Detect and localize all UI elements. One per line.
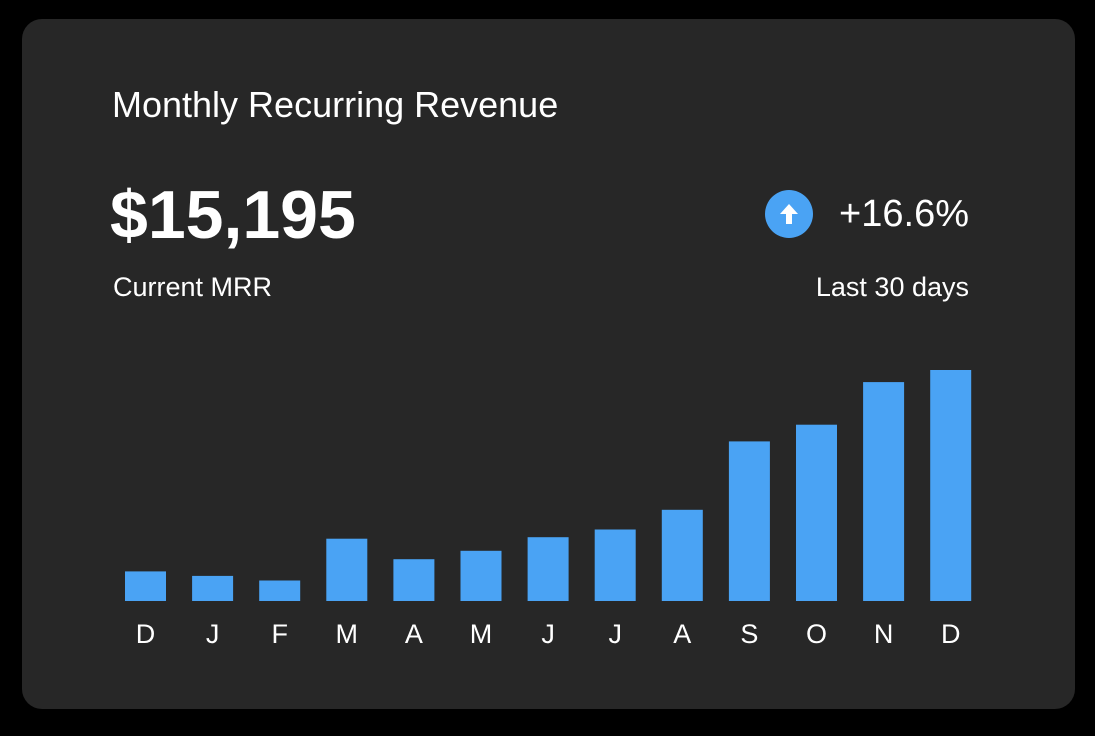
bar-12 [930,370,972,601]
card-title: Monthly Recurring Revenue [112,84,559,125]
x-tick-label: J [608,619,622,649]
change-value: +16.6% [839,193,969,235]
bar-0 [125,571,166,601]
bar-4 [393,559,435,601]
bar-2 [259,580,301,601]
arrow-up-icon [765,190,814,238]
bar-9 [728,441,770,601]
bar-6 [527,537,569,601]
bar-3 [326,538,368,601]
bar-10 [796,424,837,601]
bar-7 [594,529,636,601]
x-tick-label: F [271,619,288,649]
x-tick-label: M [336,619,359,649]
bar-1 [192,575,234,601]
x-tick-label: J [206,619,220,649]
change-indicator: +16.6% [765,189,969,239]
mrr-value-label: Current MRR [113,272,273,302]
period-label: Last 30 days [815,272,969,302]
bar-5 [460,550,502,601]
bar-11 [863,382,905,601]
x-tick-label: D [136,619,156,649]
x-tick-label: M [470,619,493,649]
x-tick-label: A [405,619,423,649]
x-tick-label: O [806,619,827,649]
x-tick-label: D [941,619,961,649]
mrr-value: $15,195 [110,177,356,253]
mrr-card: Monthly Recurring Revenue $15,195 Curren… [22,19,1075,709]
bar-8 [661,509,703,601]
x-tick-label: A [673,619,691,649]
x-tick-label: J [541,619,555,649]
x-tick-label: N [874,619,894,649]
x-tick-label: S [740,619,758,649]
